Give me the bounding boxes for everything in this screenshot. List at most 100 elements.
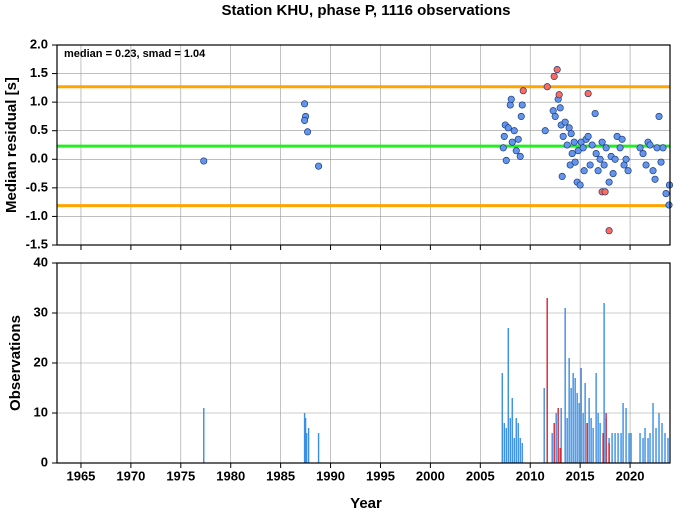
y-tick-label: -1.5 <box>26 236 48 251</box>
x-tick-label: 2000 <box>416 468 445 483</box>
bar <box>644 428 646 463</box>
x-tick-label: 2015 <box>566 468 595 483</box>
point <box>571 158 579 166</box>
point <box>543 83 551 91</box>
point <box>559 132 567 140</box>
point <box>558 172 566 180</box>
y-tick-label: 0.5 <box>30 122 48 137</box>
x-tick-label: 1995 <box>366 468 395 483</box>
y-tick-label: 1.5 <box>30 65 48 80</box>
bar <box>617 433 619 463</box>
x-tick-label: 1985 <box>266 468 295 483</box>
bar <box>303 413 306 463</box>
point <box>653 144 661 152</box>
point <box>517 112 525 120</box>
chart-title: Station KHU, phase P, 1116 observations <box>222 2 511 19</box>
point <box>512 147 520 155</box>
y-axis-label: Observations <box>7 315 24 411</box>
point <box>570 138 578 146</box>
bar <box>661 423 663 463</box>
bar <box>574 378 576 463</box>
point <box>655 112 663 120</box>
bar <box>557 408 559 463</box>
point <box>594 167 602 175</box>
point <box>611 155 619 163</box>
bar <box>576 393 578 463</box>
point <box>665 201 673 209</box>
y-tick-label: 20 <box>34 354 48 369</box>
y-tick-label: 30 <box>34 304 48 319</box>
point <box>605 178 613 186</box>
bar <box>505 428 507 463</box>
bar <box>509 418 511 463</box>
bar <box>570 388 572 463</box>
bar <box>507 328 509 463</box>
point <box>551 112 559 120</box>
bar <box>655 428 657 463</box>
bar <box>620 433 622 463</box>
bar <box>203 408 205 463</box>
bar <box>667 438 669 463</box>
point <box>642 161 650 169</box>
point <box>639 150 647 158</box>
bar <box>608 443 610 463</box>
y-tick-label: -1.0 <box>26 208 48 223</box>
y-tick-label: 1.0 <box>30 94 48 109</box>
bar <box>566 418 568 463</box>
x-tick-label: 1965 <box>66 468 95 483</box>
bar <box>611 433 613 463</box>
point <box>499 144 507 152</box>
bar <box>304 418 307 463</box>
point <box>586 161 594 169</box>
point <box>659 144 667 152</box>
bar <box>658 413 660 463</box>
point <box>553 66 561 74</box>
point <box>301 100 309 108</box>
bar <box>582 413 584 463</box>
bar <box>543 388 545 463</box>
x-tick-label: 2010 <box>516 468 545 483</box>
bar <box>568 358 570 463</box>
bar <box>515 418 517 463</box>
bar <box>602 433 604 463</box>
point <box>507 95 515 103</box>
bar <box>590 418 592 463</box>
bar <box>564 308 566 463</box>
y-tick-label: 10 <box>34 404 48 419</box>
y-tick-label: 0 <box>41 454 48 469</box>
point <box>514 135 522 143</box>
point <box>588 141 596 149</box>
point <box>555 91 563 99</box>
point <box>646 141 654 149</box>
bar <box>519 438 521 463</box>
bar <box>605 413 607 463</box>
point <box>624 167 632 175</box>
point <box>605 227 613 235</box>
bar <box>501 373 503 463</box>
bar <box>572 373 574 463</box>
bar <box>511 398 513 463</box>
point <box>516 152 524 160</box>
point <box>568 150 576 158</box>
point <box>591 110 599 118</box>
x-tick-label: 1970 <box>116 468 145 483</box>
point <box>567 130 575 138</box>
x-tick-label: 1990 <box>316 468 345 483</box>
plot-frame <box>56 262 671 464</box>
bar <box>647 438 649 463</box>
point <box>600 161 608 169</box>
point <box>579 144 587 152</box>
bar <box>664 433 666 463</box>
y-tick-label: 0.0 <box>30 151 48 166</box>
point <box>636 144 644 152</box>
point <box>592 150 600 158</box>
bar <box>603 303 605 463</box>
point <box>200 157 208 165</box>
point <box>651 175 659 183</box>
x-tick-label: 1975 <box>166 468 195 483</box>
point <box>596 155 604 163</box>
point <box>584 90 592 98</box>
bar <box>652 403 654 463</box>
bar <box>580 368 582 463</box>
